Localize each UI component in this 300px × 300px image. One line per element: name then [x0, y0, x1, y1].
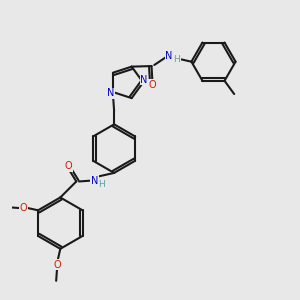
Text: N: N — [140, 75, 148, 85]
Text: H: H — [98, 180, 105, 189]
Text: N: N — [165, 51, 172, 61]
Text: O: O — [148, 80, 156, 90]
Text: H: H — [173, 55, 180, 64]
Text: O: O — [20, 203, 28, 213]
Text: O: O — [53, 260, 61, 270]
Text: N: N — [107, 88, 115, 98]
Text: O: O — [65, 161, 72, 171]
Text: N: N — [91, 176, 98, 186]
